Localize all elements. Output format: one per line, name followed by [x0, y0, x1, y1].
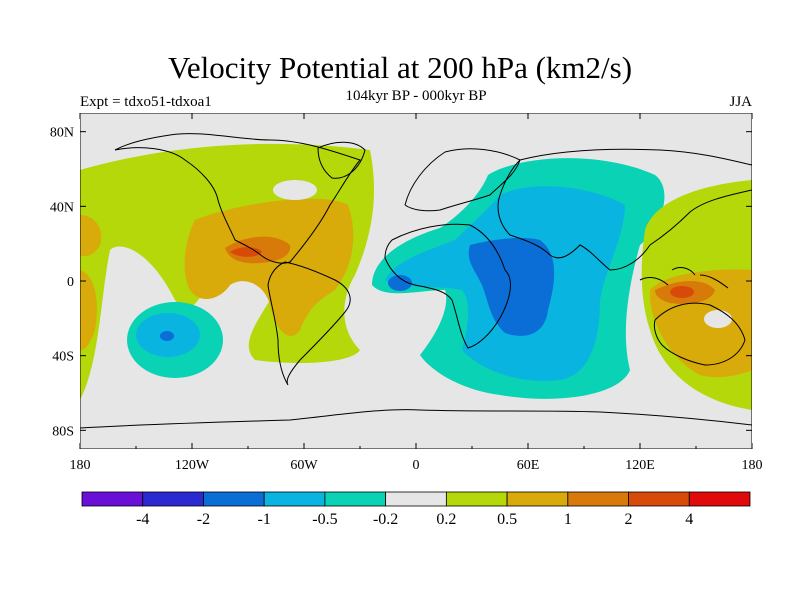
x-tick-label: 180	[70, 458, 91, 473]
season-label: JJA	[729, 94, 752, 110]
colorbar-label: -1	[258, 511, 271, 528]
colorbar-swatch	[567, 491, 629, 507]
colorbar-swatch	[445, 491, 508, 507]
colorbar-label: -4	[136, 511, 149, 528]
colorbar-label: 4	[685, 511, 693, 528]
colorbar-swatch	[203, 491, 265, 507]
colorbar-label: 1	[564, 511, 572, 528]
coast-antarctica	[80, 409, 752, 429]
grey-gap-australia	[704, 310, 732, 328]
contour-band-pos-0-5-west	[184, 198, 354, 336]
colorbar: -4 -2 -1 -0.5 -0.2 0.2 0.5 1 2 4	[81, 491, 751, 528]
chart-title: Velocity Potential at 200 hPa (km2/s)	[167, 50, 633, 85]
colorbar-label: 0.2	[436, 511, 456, 528]
colorbar-swatch	[263, 491, 326, 507]
y-tick-label: 40S	[52, 350, 74, 365]
colorbar-label: -0.2	[373, 511, 398, 528]
coast-greenland	[317, 141, 366, 179]
colorbar-swatch	[688, 491, 751, 507]
colorbar-label: -0.5	[312, 511, 337, 528]
map-plot	[80, 113, 752, 449]
coast-africa	[384, 223, 511, 349]
y-tick-label: 40N	[50, 200, 74, 215]
x-tick-label: 180	[742, 458, 763, 473]
experiment-label: Expt = tdxo51-tdxoa1	[80, 94, 212, 110]
x-tick-label: 120E	[625, 458, 655, 473]
x-tick-label: 120W	[175, 458, 210, 473]
colorbar-swatch	[385, 491, 447, 507]
chart-subtitle: 104kyr BP - 000kyr BP	[345, 88, 487, 104]
y-tick-label: 80N	[50, 126, 74, 141]
coast-australia	[653, 302, 746, 366]
colorbar-label: 0.5	[497, 511, 517, 528]
y-tick-label: 0	[67, 275, 74, 290]
colorbar-swatch	[81, 491, 144, 507]
x-tick-label: 0	[413, 458, 420, 473]
contour-band-1-west-africa	[388, 275, 412, 291]
x-tick-label: 60W	[290, 458, 318, 473]
contour-band-pos-0-5-east-pacific	[80, 270, 97, 350]
contour-band-neg-1-east-pacific	[160, 331, 174, 341]
y-axis: 80N 40N 0 40S 80S	[50, 126, 752, 439]
contour-band-1-east	[468, 237, 555, 336]
coast-south-america	[267, 261, 351, 386]
coast-europe	[404, 148, 521, 212]
colorbar-label: 2	[625, 511, 633, 528]
colorbar-label: -2	[197, 511, 210, 528]
coastlines	[80, 133, 752, 429]
coast-maritime-islands	[639, 267, 729, 289]
colorbar-swatch	[142, 491, 204, 507]
colorbar-swatch	[324, 491, 387, 507]
x-tick-label: 60E	[517, 458, 540, 473]
coast-north-america	[114, 133, 361, 264]
y-tick-label: 80S	[52, 424, 74, 439]
contour-band-pos-2-wpac	[670, 286, 694, 298]
coast-asia	[497, 148, 752, 271]
contour-band-pos-2-west	[230, 247, 262, 257]
x-axis: 180 120W 60W 0 60E 120E 180	[70, 113, 763, 473]
colorbar-swatch	[506, 491, 569, 507]
colorbar-swatch	[628, 491, 690, 507]
contour-band-pos-0-5-dateline	[80, 215, 102, 257]
grey-gap-north-atlantic	[273, 180, 317, 200]
